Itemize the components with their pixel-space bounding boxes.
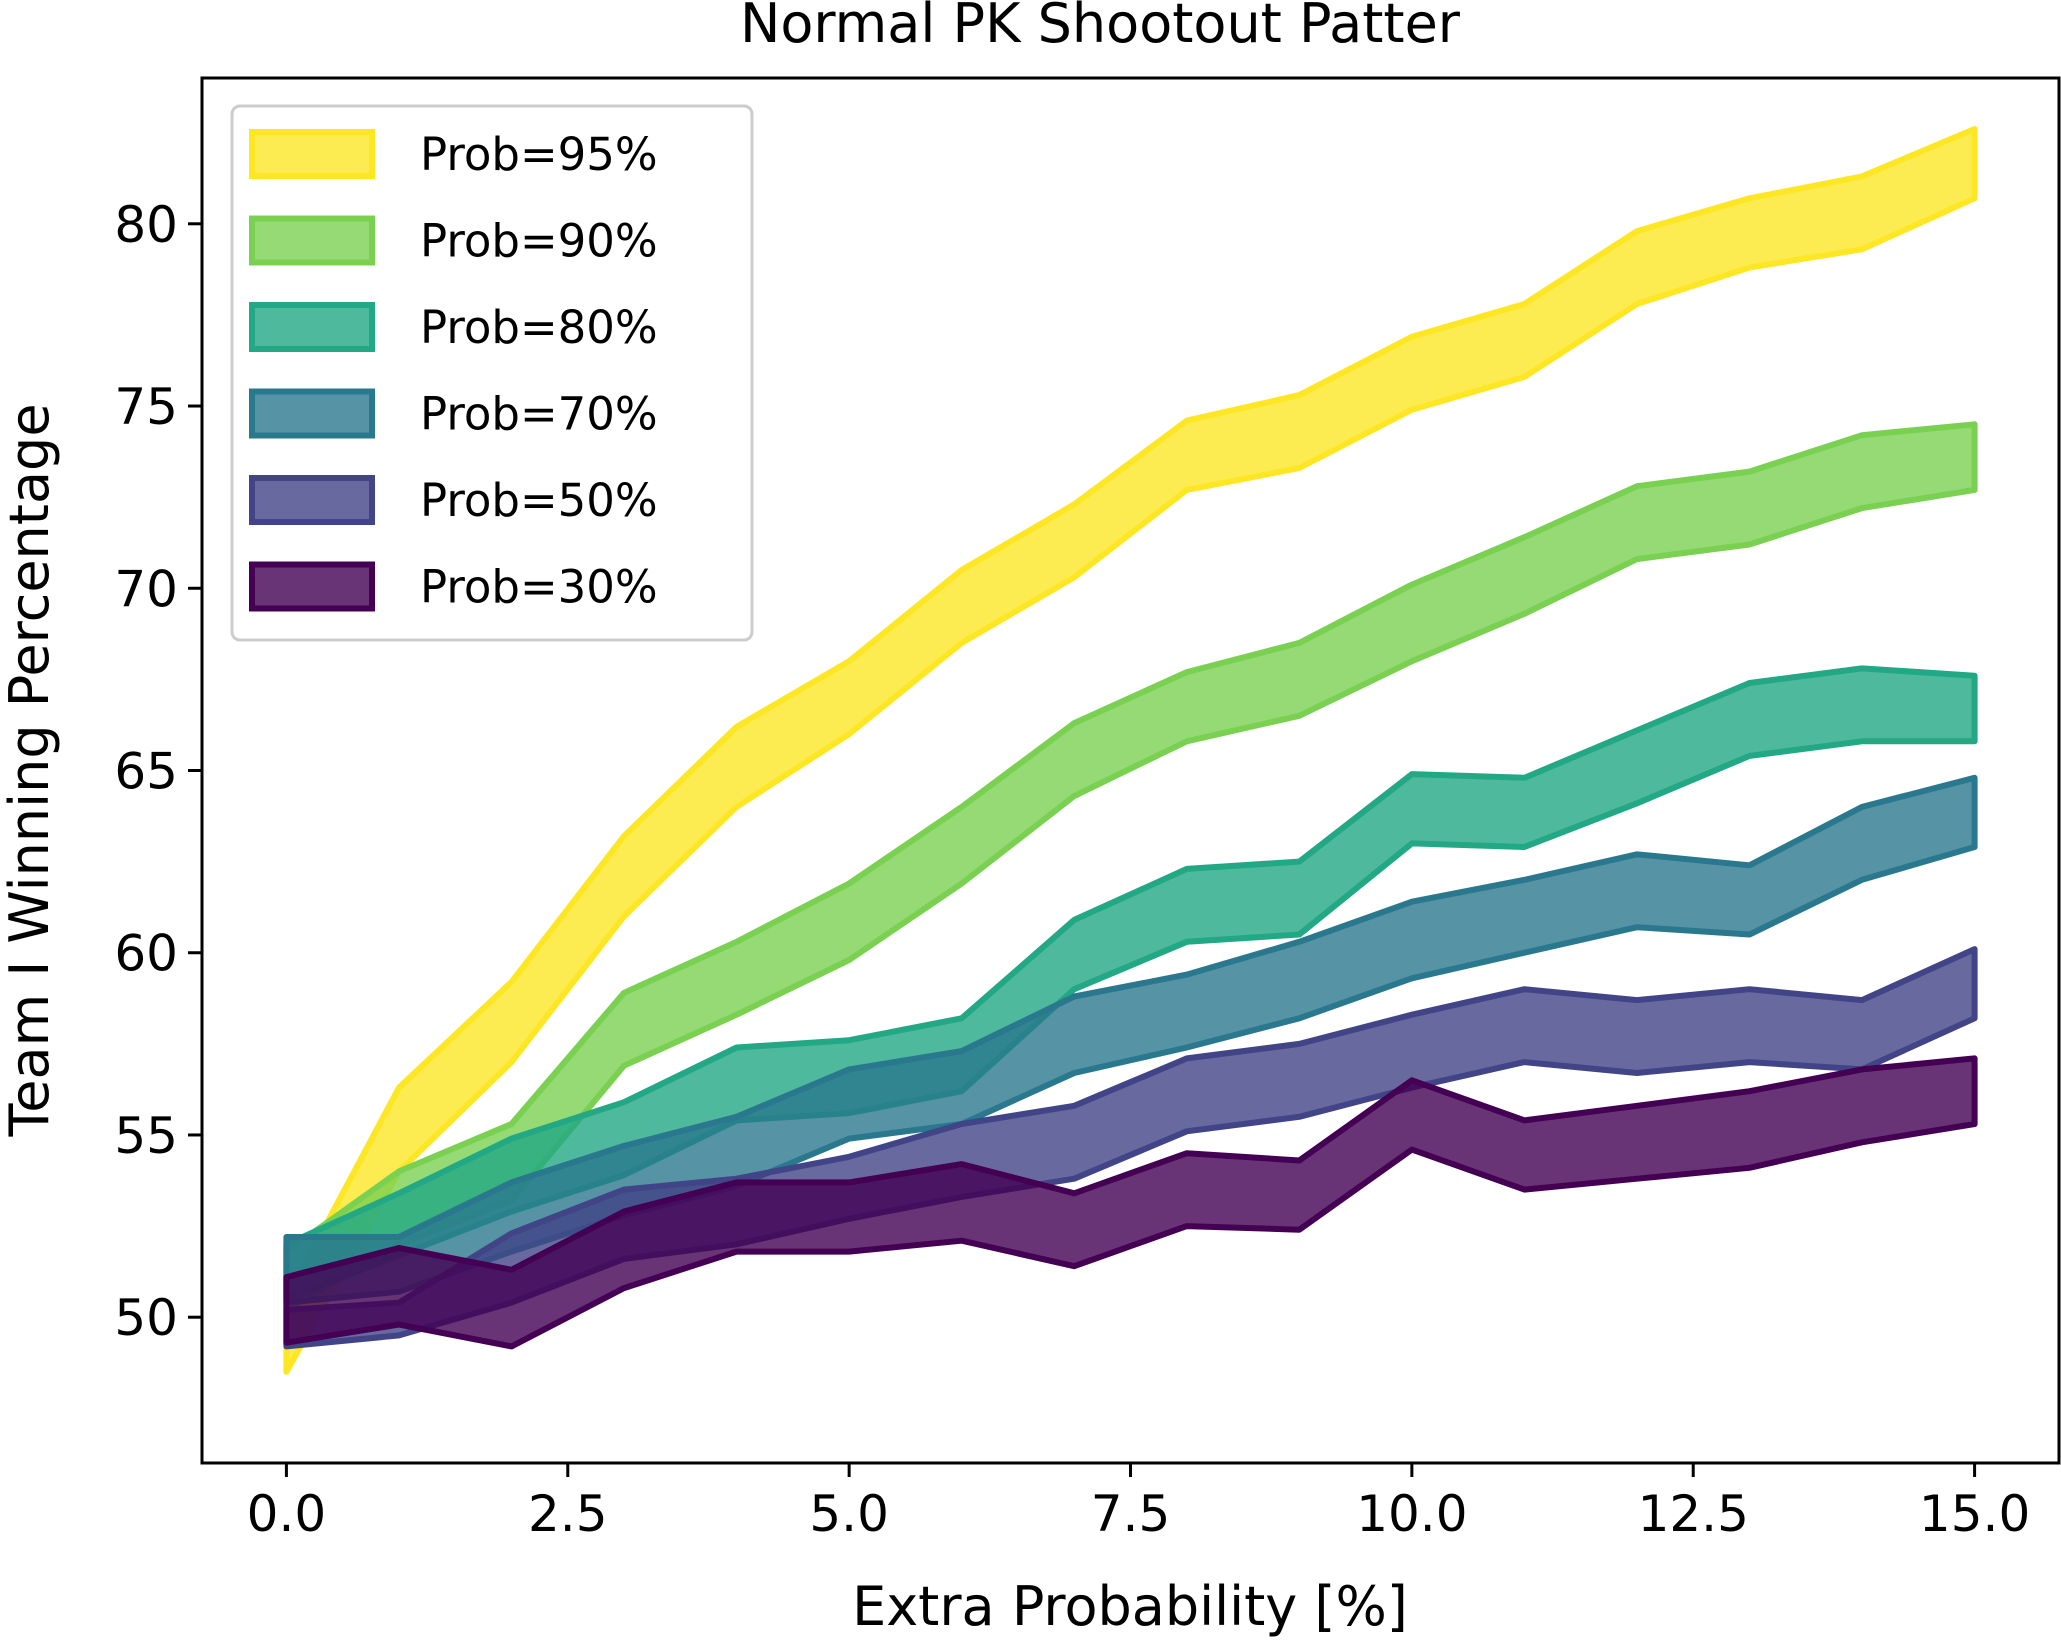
- y-axis: 50 55 60 65 70 75 80: [114, 196, 202, 1347]
- legend-swatch: [249, 302, 375, 352]
- y-tick-label: 65: [114, 743, 178, 801]
- plot-area: [283, 126, 1978, 1375]
- band-30-percent: [283, 1055, 1978, 1350]
- y-tick-label: 50: [114, 1289, 178, 1347]
- x-tick-label: 15.0: [1919, 1485, 2030, 1543]
- legend: Prob=95% Prob=90% Prob=80% Prob=70% Prob=50%…: [230, 104, 754, 642]
- legend-label: Prob=95%: [420, 128, 658, 181]
- y-tick-label: 60: [114, 925, 178, 983]
- legend-label: Prob=70%: [420, 388, 658, 441]
- y-tick-label: 55: [114, 1107, 178, 1165]
- x-tick-label: 5.0: [809, 1485, 889, 1543]
- x-axis-label: Extra Probability [%]: [852, 1575, 1408, 1638]
- x-axis: 0.0 2.5 5.0 7.5 10.0 12.5 15.0: [247, 1463, 2030, 1543]
- legend-label: Prob=50%: [420, 474, 658, 527]
- x-tick-label: 2.5: [528, 1485, 608, 1543]
- chart-title: Normal PK Shootout Patter: [740, 0, 1461, 55]
- legend-swatch: [249, 561, 375, 612]
- y-axis-label: Team I Winning Percentage: [0, 403, 61, 1137]
- legend-label: Prob=90%: [420, 215, 658, 268]
- legend-label: Prob=30%: [420, 561, 658, 614]
- x-tick-label: 7.5: [1091, 1485, 1171, 1543]
- y-tick-label: 70: [114, 560, 178, 618]
- legend-swatch: [249, 475, 375, 525]
- band-95-percent: [283, 126, 1978, 1375]
- x-tick-label: 0.0: [247, 1485, 327, 1543]
- legend-swatch: [249, 129, 375, 179]
- x-tick-label: 10.0: [1356, 1485, 1467, 1543]
- legend-swatch: [249, 388, 375, 439]
- x-tick-label: 12.5: [1638, 1485, 1749, 1543]
- y-tick-label: 80: [114, 196, 178, 254]
- legend-label: Prob=80%: [420, 301, 658, 354]
- legend-swatch: [249, 215, 375, 266]
- y-tick-label: 75: [114, 378, 178, 436]
